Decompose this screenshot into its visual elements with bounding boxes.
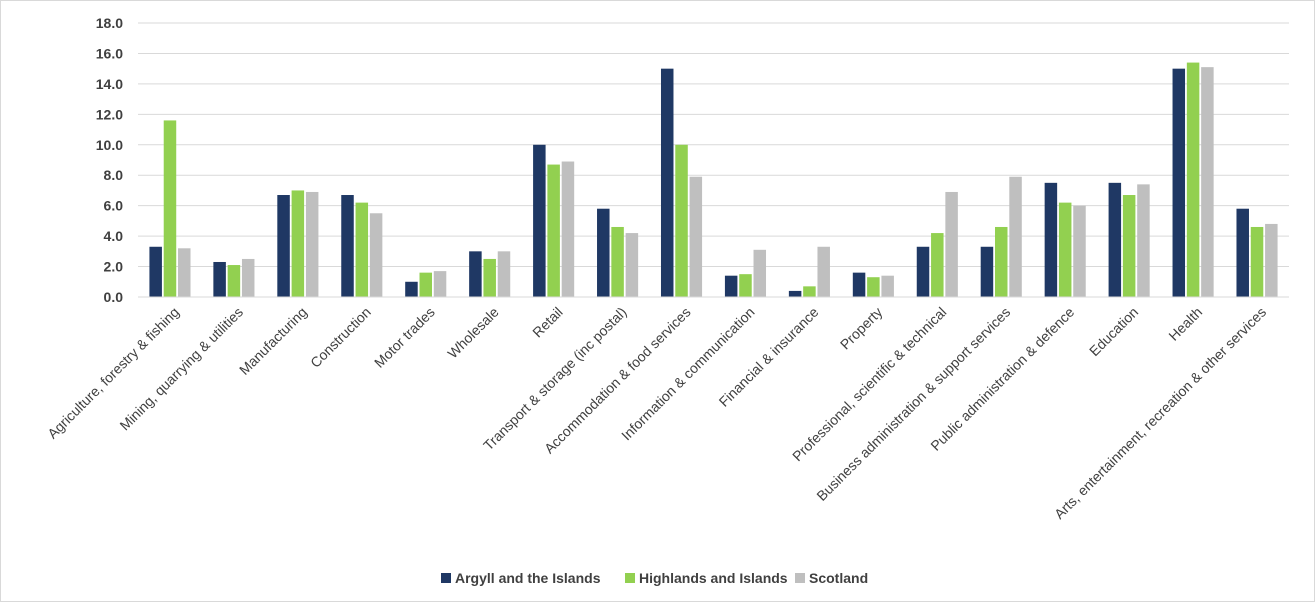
- bar-scotland: [1265, 224, 1278, 297]
- x-category-label: Agriculture, forestry & fishing: [44, 304, 182, 442]
- bar-scotland: [817, 247, 830, 297]
- y-tick-label: 14.0: [96, 76, 123, 92]
- legend-label: Scotland: [809, 570, 868, 586]
- bar-highlands-and-islands: [292, 190, 305, 297]
- bar-scotland: [562, 162, 575, 297]
- y-tick-label: 18.0: [96, 15, 123, 31]
- bar-scotland: [1073, 206, 1086, 297]
- legend-swatch: [795, 573, 805, 583]
- bar-scotland: [306, 192, 319, 297]
- bar-argyll-and-the-islands: [469, 251, 482, 297]
- bar-highlands-and-islands: [228, 265, 241, 297]
- bar-argyll-and-the-islands: [1109, 183, 1122, 297]
- bar-highlands-and-islands: [1187, 63, 1200, 297]
- bar-highlands-and-islands: [803, 286, 816, 297]
- bar-argyll-and-the-islands: [1173, 69, 1186, 297]
- bars: [149, 63, 1277, 297]
- bar-scotland: [434, 271, 447, 297]
- bar-highlands-and-islands: [164, 120, 177, 297]
- bar-scotland: [754, 250, 767, 297]
- x-category-label: Motor trades: [371, 304, 438, 371]
- x-category-label: Public administration & defence: [927, 304, 1077, 454]
- y-tick-label: 10.0: [96, 137, 123, 153]
- bar-highlands-and-islands: [867, 277, 880, 297]
- bar-scotland: [1009, 177, 1022, 297]
- bar-argyll-and-the-islands: [533, 145, 546, 297]
- bar-highlands-and-islands: [931, 233, 944, 297]
- bar-scotland: [1201, 67, 1214, 297]
- x-category-label: Retail: [529, 304, 566, 341]
- bar-argyll-and-the-islands: [149, 247, 162, 297]
- x-category-label: Construction: [307, 304, 374, 371]
- bar-argyll-and-the-islands: [341, 195, 354, 297]
- y-tick-label: 8.0: [104, 167, 124, 183]
- x-category-label: Health: [1165, 304, 1205, 344]
- legend-swatch: [441, 573, 451, 583]
- legend-swatch: [625, 573, 635, 583]
- x-category-label: Manufacturing: [236, 304, 310, 378]
- y-tick-label: 16.0: [96, 45, 123, 61]
- x-category-label: Wholesale: [444, 304, 502, 362]
- bar-scotland: [178, 248, 191, 297]
- bar-highlands-and-islands: [420, 273, 433, 297]
- bar-argyll-and-the-islands: [853, 273, 866, 297]
- bar-argyll-and-the-islands: [917, 247, 930, 297]
- x-category-label: Education: [1086, 304, 1141, 359]
- y-tick-label: 0.0: [104, 289, 124, 305]
- bar-argyll-and-the-islands: [277, 195, 290, 297]
- bar-highlands-and-islands: [1123, 195, 1136, 297]
- bar-argyll-and-the-islands: [405, 282, 418, 297]
- bar-argyll-and-the-islands: [661, 69, 674, 297]
- bar-argyll-and-the-islands: [213, 262, 226, 297]
- bar-argyll-and-the-islands: [1236, 209, 1249, 297]
- legend-label: Argyll and the Islands: [455, 570, 601, 586]
- y-axis-tick-labels: 0.0 2.0 4.0 6.0 8.0 10.0 12.0 14.0 16.0 18.0: [96, 15, 123, 305]
- y-tick-label: 12.0: [96, 106, 123, 122]
- x-category-label: Mining, quarrying & utilities: [116, 304, 246, 434]
- x-category-label: Information & communication: [618, 304, 758, 444]
- bar-highlands-and-islands: [611, 227, 624, 297]
- bar-scotland: [1137, 184, 1150, 297]
- bar-scotland: [370, 213, 383, 297]
- bar-highlands-and-islands: [1251, 227, 1264, 297]
- bar-highlands-and-islands: [547, 165, 560, 297]
- bar-scotland: [690, 177, 703, 297]
- bar-argyll-and-the-islands: [981, 247, 994, 297]
- bar-argyll-and-the-islands: [1045, 183, 1058, 297]
- bar-argyll-and-the-islands: [725, 276, 738, 297]
- y-tick-label: 4.0: [104, 228, 124, 244]
- bar-argyll-and-the-islands: [789, 291, 802, 297]
- bar-highlands-and-islands: [1059, 203, 1072, 297]
- legend: Argyll and the Islands Highlands and Isla…: [441, 570, 868, 586]
- bar-highlands-and-islands: [483, 259, 496, 297]
- y-tick-label: 6.0: [104, 198, 124, 214]
- bar-argyll-and-the-islands: [597, 209, 610, 297]
- bar-scotland: [498, 251, 511, 297]
- bar-scotland: [945, 192, 958, 297]
- bar-scotland: [881, 276, 894, 297]
- x-category-label: Property: [837, 304, 886, 353]
- bar-highlands-and-islands: [356, 203, 369, 297]
- bar-highlands-and-islands: [675, 145, 688, 297]
- bar-highlands-and-islands: [995, 227, 1008, 297]
- bar-scotland: [242, 259, 255, 297]
- bar-scotland: [626, 233, 639, 297]
- x-category-label: Arts, entertainment, recreation & other …: [1051, 304, 1269, 522]
- legend-label: Highlands and Islands: [639, 570, 788, 586]
- y-tick-label: 2.0: [104, 259, 124, 275]
- bar-highlands-and-islands: [739, 274, 752, 297]
